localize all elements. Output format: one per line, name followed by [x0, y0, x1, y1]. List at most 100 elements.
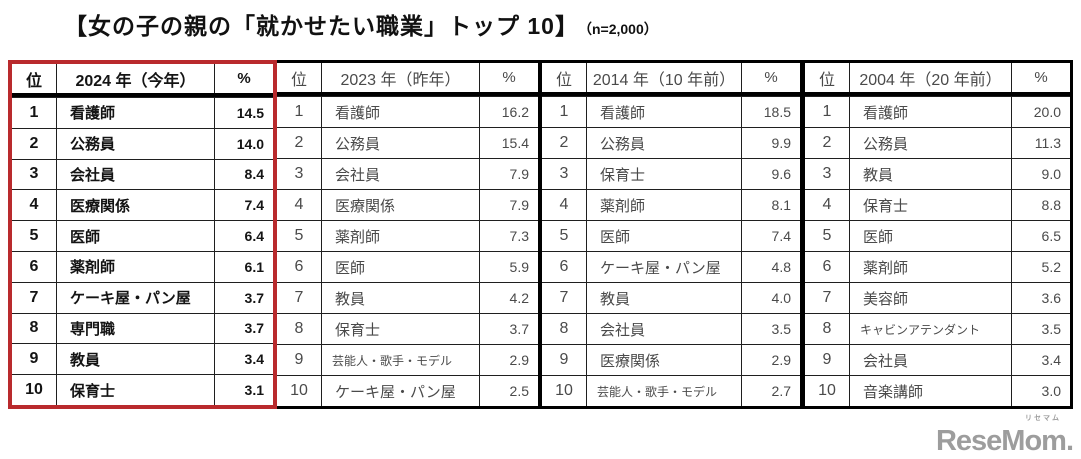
- rank-cell: 1: [542, 97, 587, 127]
- ranking-row: 2 公務員 14.0: [12, 127, 273, 159]
- percent-cell: 20.0: [1033, 104, 1061, 120]
- occupation-cell: 教員: [587, 283, 742, 313]
- occupation-cell: ケーキ屋・パン屋: [322, 376, 480, 406]
- rank-cell: 5: [542, 221, 587, 251]
- rank-cell: 8: [805, 314, 850, 344]
- rank-column-header: 位: [542, 63, 587, 92]
- occupation-cell: 医師: [57, 221, 215, 251]
- occupation-cell: 会社員: [57, 159, 215, 190]
- rank-cell: 1: [805, 97, 850, 127]
- ranking-row: 9 会社員 3.4: [805, 344, 1070, 375]
- occupation-cell: 医療関係: [587, 345, 742, 375]
- ranking-row: 6 薬剤師 5.2: [805, 251, 1070, 282]
- occupation-cell: 看護師: [57, 98, 215, 128]
- table-header-row: 位 2014 年（10 年前）%: [542, 63, 800, 96]
- occupation-cell: 医師: [587, 221, 742, 251]
- percent-cell: 3.7: [509, 321, 529, 337]
- percent-cell: 4.2: [509, 290, 529, 306]
- occupation-cell: 芸能人・歌手・モデル: [322, 345, 480, 375]
- percent-cell: 3.1: [244, 382, 264, 399]
- sample-size: （n=2,000）: [584, 21, 658, 37]
- rank-cell: 4: [542, 190, 587, 220]
- ranking-row: 8 キャビンアテンダント 3.5: [805, 313, 1070, 344]
- occupation-cell: 公務員: [587, 128, 742, 158]
- rank-cell: 3: [12, 159, 57, 190]
- occupation-cell: 医師: [850, 221, 1012, 251]
- rank-cell: 7: [805, 283, 850, 313]
- ranking-row: 4 薬剤師 8.1: [542, 189, 800, 220]
- ranking-row: 3 保育士 9.6: [542, 158, 800, 189]
- occupation-cell: 会社員: [322, 159, 480, 189]
- rank-column-header: 位: [277, 63, 322, 92]
- percent-cell: 6.4: [244, 228, 264, 245]
- percent-cell: 4.0: [771, 290, 791, 306]
- rank-cell: 5: [12, 221, 57, 251]
- percent-cell: 8.1: [771, 197, 791, 213]
- ranking-row: 6 ケーキ屋・パン屋 4.8: [542, 251, 800, 282]
- percent-cell: 6.1: [244, 258, 264, 275]
- ranking-row: 1 看護師 20.0: [805, 96, 1070, 127]
- ranking-row: 4 医療関係 7.4: [12, 189, 273, 221]
- rank-cell: 6: [277, 252, 322, 282]
- rank-cell: 6: [542, 252, 587, 282]
- percent-cell: 16.2: [501, 104, 529, 120]
- occupation-cell: 会社員: [850, 345, 1012, 375]
- percent-cell: 3.7: [244, 289, 264, 306]
- percent-cell: 2.5: [509, 383, 529, 399]
- percent-cell: 2.9: [771, 352, 791, 368]
- ranking-row: 8 専門職 3.7: [12, 312, 273, 344]
- percent-cell: 7.9: [509, 197, 529, 213]
- rank-cell: 10: [542, 376, 587, 406]
- occupation-cell: 美容師: [850, 283, 1012, 313]
- percent-cell: 11.3: [1034, 135, 1061, 151]
- ranking-row: 7 美容師 3.6: [805, 282, 1070, 313]
- rank-cell: 6: [805, 252, 850, 282]
- rank-cell: 2: [277, 128, 322, 158]
- table-header-row: 位 2023 年（昨年）%: [277, 63, 538, 96]
- rank-cell: 1: [12, 98, 57, 128]
- ranking-row: 5 医師 6.4: [12, 220, 273, 251]
- occupation-cell: 教員: [57, 344, 215, 375]
- percent-cell: 4.8: [771, 259, 791, 275]
- occupation-cell: 看護師: [850, 97, 1012, 127]
- title-text: 【女の子の親の「就かせたい職業」トップ 10】: [64, 13, 579, 39]
- ranking-row: 5 薬剤師 7.3: [277, 220, 538, 251]
- occupation-cell: 看護師: [322, 97, 480, 127]
- percent-cell: 3.4: [244, 351, 264, 368]
- occupation-cell: 薬剤師: [587, 190, 742, 220]
- occupation-cell: 公務員: [57, 128, 215, 159]
- occupation-cell: ケーキ屋・パン屋: [587, 252, 742, 282]
- ranking-table-2004: 位 2004 年（20 年前）% 1 看護師 20.0 2 公務員 11.3 3 教員 9.0 4 保育…: [805, 60, 1073, 409]
- percent-cell: 3.5: [1041, 321, 1061, 337]
- rank-cell: 10: [12, 375, 57, 405]
- occupation-cell: 保育士: [850, 190, 1012, 220]
- percent-cell: 9.9: [771, 135, 791, 151]
- percent-column-header: %: [1034, 69, 1048, 86]
- percent-column-header: %: [237, 70, 251, 87]
- rank-cell: 8: [277, 314, 322, 344]
- ranking-row: 1 看護師 14.5: [12, 97, 273, 128]
- table-header-row: 位 2004 年（20 年前）%: [805, 63, 1070, 96]
- percent-cell: 5.2: [1041, 259, 1061, 275]
- occupation-cell: キャビンアテンダント: [850, 314, 1012, 344]
- ranking-row: 3 会社員 8.4: [12, 158, 273, 190]
- percent-cell: 3.7: [244, 320, 264, 337]
- ranking-row: 2 公務員 11.3: [805, 127, 1070, 158]
- occupation-cell: 医師: [322, 252, 480, 282]
- percent-cell: 15.4: [501, 135, 529, 151]
- ranking-row: 10 芸能人・歌手・モデル 2.7: [542, 375, 800, 406]
- rank-cell: 6: [12, 251, 57, 282]
- year-column-header: 2014 年（10 年前）: [587, 63, 742, 92]
- percent-cell: 7.9: [509, 166, 529, 182]
- percent-cell: 3.4: [1041, 352, 1061, 368]
- rank-cell: 7: [542, 283, 587, 313]
- occupation-cell: 保育士: [57, 375, 215, 405]
- rank-cell: 4: [805, 190, 850, 220]
- rank-cell: 1: [277, 97, 322, 127]
- ranking-row: 6 医師 5.9: [277, 251, 538, 282]
- rank-cell: 8: [12, 313, 57, 344]
- rank-cell: 2: [12, 128, 57, 159]
- occupation-cell: 芸能人・歌手・モデル: [587, 376, 742, 406]
- ranking-row: 7 ケーキ屋・パン屋 3.7: [12, 281, 273, 313]
